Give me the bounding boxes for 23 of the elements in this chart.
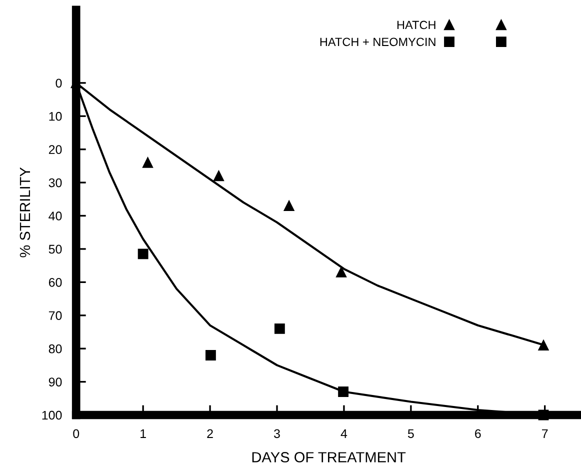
y-tick-label: 80 bbox=[48, 344, 62, 354]
y-tick-label: 0 bbox=[56, 78, 62, 88]
x-tick-label: 2 bbox=[207, 429, 213, 438]
y-tick-label: 50 bbox=[48, 244, 62, 254]
y-axis-title: % STERILITY bbox=[20, 167, 30, 258]
y-tick-label: 30 bbox=[48, 178, 62, 188]
x-tick-label: 6 bbox=[475, 429, 481, 438]
x-tick-label: 5 bbox=[408, 429, 414, 438]
y-tick-label: 70 bbox=[48, 311, 62, 320]
y-tick-label: 90 bbox=[48, 378, 62, 386]
y-tick-label: 60 bbox=[48, 278, 62, 287]
x-tick-label: 7 bbox=[542, 429, 548, 438]
legend-label: HATCH bbox=[397, 20, 436, 30]
y-tick-label: 20 bbox=[48, 145, 62, 154]
y-tick-label: 40 bbox=[48, 212, 62, 220]
legend-label: HATCH + NEOMYCIN bbox=[320, 38, 436, 46]
x-tick-label: 0 bbox=[73, 429, 80, 438]
x-axis-title: DAYS OF TREATMENT bbox=[252, 452, 406, 462]
x-tick-label: 1 bbox=[140, 429, 146, 438]
y-tick-label: 100 bbox=[42, 410, 62, 420]
y-tick-label: 10 bbox=[49, 112, 62, 121]
x-tick-label: 3 bbox=[274, 429, 280, 438]
x-tick-label: 4 bbox=[340, 429, 348, 438]
